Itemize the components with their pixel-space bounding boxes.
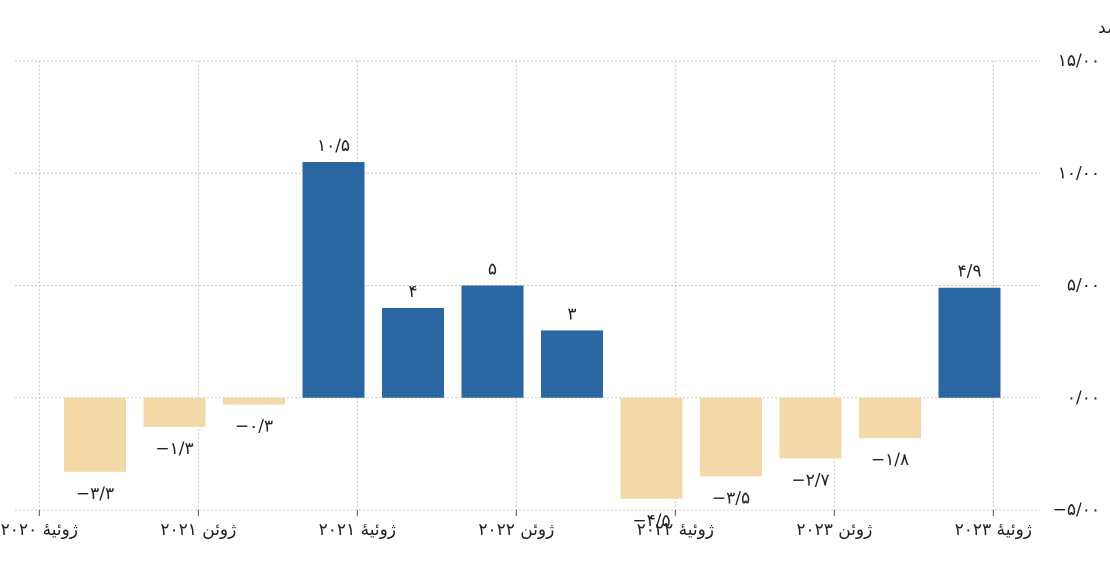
value-label: ۵ (488, 260, 497, 280)
x-tick-label: ژوئن ۲۰۲۳ (796, 520, 872, 540)
bar (859, 397, 921, 439)
unit-label: درصد (1098, 18, 1110, 38)
bar (779, 397, 842, 459)
bar (620, 397, 683, 499)
bar (700, 397, 762, 477)
value-label: ۳ (567, 304, 576, 324)
bar (461, 285, 524, 398)
value-label: −۱/۸ (871, 450, 909, 470)
y-tick-label: ۱۰/۰۰ (1058, 163, 1100, 183)
bar (64, 397, 126, 472)
x-tick-label: ژوئیهٔ ۲۰۲۳ (955, 520, 1032, 540)
y-tick-label: ۰/۰۰ (1067, 388, 1100, 408)
x-tick-label: ژوئن ۲۰۲۱ (160, 520, 236, 540)
y-tick-label: ۱۵/۰۰ (1058, 51, 1100, 71)
value-label: ۴ (408, 282, 417, 302)
bar (143, 397, 206, 427)
bar (302, 162, 365, 398)
value-label: −۴/۵ (632, 511, 670, 531)
bar (223, 397, 285, 405)
value-label: −۲/۷ (791, 470, 829, 490)
value-label: −۰/۳ (235, 416, 273, 436)
y-tick-label: ۵/۰۰ (1067, 276, 1100, 296)
x-tick-label: ژوئیهٔ ۲۰۲۱ (319, 520, 396, 540)
y-tick-label: −۵/۰۰ (1053, 500, 1100, 520)
value-label: −۳/۳ (76, 484, 114, 504)
x-tick-label: ژوئیهٔ ۲۰۲۲ (637, 520, 714, 540)
value-label: −۳/۵ (712, 488, 750, 508)
bar (938, 287, 1001, 398)
value-label: ۴/۹ (958, 262, 982, 282)
x-tick-label: ژوئیهٔ ۲۰۲۰ (1, 520, 78, 540)
value-label: −۱/۳ (155, 439, 193, 459)
value-label: ۱۰/۵ (317, 136, 350, 156)
bar (382, 307, 444, 398)
x-tick-label: ژوئن ۲۰۲۲ (478, 520, 554, 540)
bar (541, 330, 603, 398)
